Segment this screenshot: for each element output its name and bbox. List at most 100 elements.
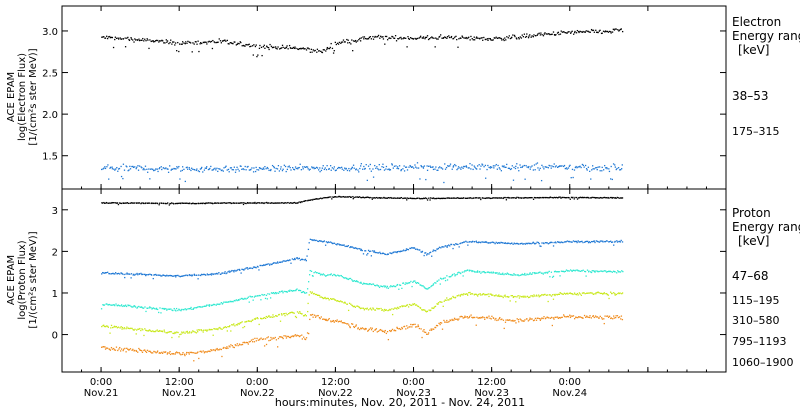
data-point — [530, 166, 532, 168]
data-point — [426, 199, 429, 201]
data-point — [314, 239, 316, 242]
data-point — [527, 242, 529, 244]
data-point — [268, 202, 270, 204]
data-point — [171, 309, 173, 311]
data-point — [105, 325, 108, 327]
data-point — [402, 250, 404, 252]
data-point — [298, 289, 300, 292]
data-point — [496, 242, 499, 245]
data-point — [378, 163, 380, 166]
data-point — [107, 164, 109, 166]
data-point — [437, 169, 439, 171]
data-point — [485, 271, 487, 274]
data-point — [467, 317, 469, 319]
data-point — [490, 293, 492, 295]
data-point — [101, 202, 104, 204]
data-point — [409, 247, 411, 249]
data-point — [531, 242, 534, 244]
data-point — [518, 243, 520, 245]
data-point — [161, 351, 163, 353]
data-point — [237, 344, 239, 347]
data-point — [545, 33, 547, 35]
data-point — [127, 36, 129, 39]
data-point — [547, 197, 549, 199]
data-point — [429, 197, 432, 199]
data-point — [469, 240, 471, 243]
data-point — [563, 165, 565, 168]
data-point — [446, 197, 448, 199]
data-point — [467, 269, 469, 271]
data-point — [557, 293, 559, 295]
data-point — [167, 352, 169, 354]
data-point — [620, 28, 622, 30]
data-point — [225, 272, 227, 275]
data-point — [136, 202, 138, 204]
data-point — [290, 335, 292, 338]
data-point — [577, 240, 579, 242]
data-point — [505, 296, 507, 298]
data-point — [249, 202, 251, 204]
data-point — [282, 260, 284, 262]
data-point — [406, 46, 408, 48]
data-point — [248, 341, 250, 343]
data-point — [303, 291, 306, 294]
data-point — [175, 352, 177, 354]
data-point — [140, 306, 143, 308]
data-point — [105, 272, 107, 274]
data-point — [539, 295, 541, 297]
data-point — [253, 318, 256, 320]
data-point — [414, 37, 416, 40]
data-point — [221, 355, 223, 358]
data-point — [144, 38, 146, 40]
data-point — [534, 197, 536, 199]
data-point — [104, 272, 107, 274]
data-point — [608, 315, 611, 317]
data-point — [138, 165, 141, 167]
data-point — [502, 38, 505, 40]
data-point — [582, 269, 584, 271]
data-point — [120, 304, 123, 306]
data-point — [458, 246, 460, 248]
data-point — [430, 37, 432, 39]
data-point — [428, 38, 431, 40]
data-point — [298, 257, 301, 259]
data-point — [355, 247, 358, 249]
data-point — [106, 166, 108, 168]
x-axis-title: hours:minutes, Nov. 20, 2011 - Nov. 24, … — [275, 396, 525, 409]
data-point — [296, 288, 298, 290]
data-point — [434, 249, 436, 252]
data-point — [305, 337, 308, 339]
data-point — [462, 275, 464, 277]
data-point — [248, 43, 250, 45]
data-point — [393, 37, 396, 40]
data-point — [460, 197, 462, 199]
data-point — [556, 294, 558, 296]
data-point — [400, 168, 403, 171]
data-point — [478, 317, 480, 319]
data-point — [488, 197, 490, 199]
data-point — [610, 165, 612, 168]
data-point — [539, 271, 541, 273]
data-point — [478, 164, 480, 166]
data-point — [116, 202, 119, 204]
data-point — [384, 309, 387, 311]
data-point — [589, 170, 591, 173]
data-point — [462, 197, 464, 199]
data-point — [302, 258, 304, 261]
data-point — [392, 285, 394, 288]
data-point — [193, 307, 195, 309]
data-point — [381, 252, 384, 254]
data-point — [487, 164, 489, 167]
data-point — [422, 167, 425, 169]
data-point — [311, 239, 313, 241]
data-point — [303, 48, 305, 50]
data-point — [434, 305, 437, 308]
data-point — [197, 331, 199, 333]
data-point — [173, 307, 175, 310]
data-point — [426, 35, 429, 37]
data-point — [559, 292, 561, 294]
data-point — [294, 334, 296, 336]
data-point — [188, 331, 191, 333]
data-point — [303, 200, 306, 202]
data-point — [274, 336, 276, 339]
